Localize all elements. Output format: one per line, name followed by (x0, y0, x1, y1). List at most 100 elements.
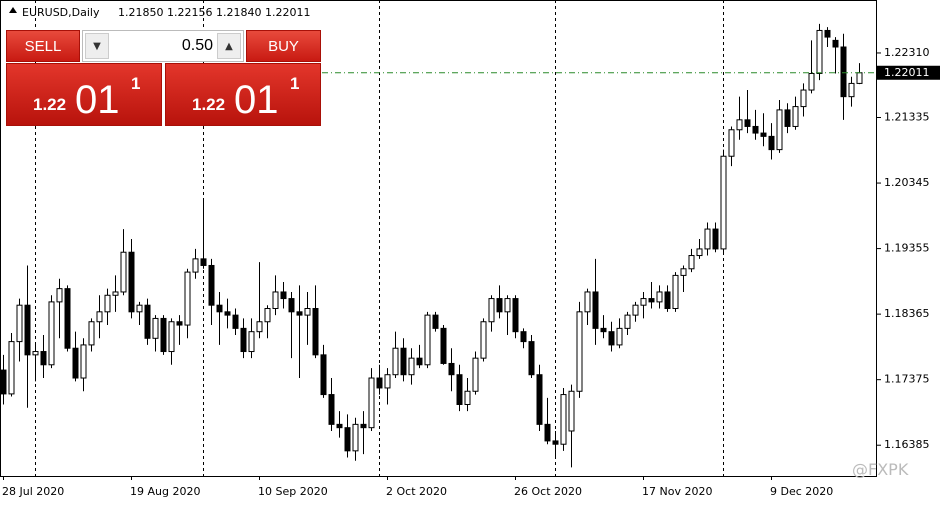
candle-body (512, 298, 519, 333)
x-tick-label: 17 Nov 2020 (642, 485, 712, 498)
candle-body (696, 248, 703, 257)
candle-body (408, 357, 415, 376)
candle-body (80, 344, 87, 379)
candle-body (40, 351, 47, 366)
x-tick-label: 28 Jul 2020 (2, 485, 64, 498)
candle-body (224, 311, 231, 316)
candle-body (680, 268, 687, 276)
candle-body (608, 331, 615, 346)
candle-body (392, 347, 399, 376)
price-tag-label: 1.22011 (884, 66, 930, 79)
y-tick-label: 1.22310 (884, 46, 930, 59)
candle-body (304, 308, 311, 316)
candle-body (280, 291, 287, 300)
candle-body (168, 321, 175, 353)
candle-body (824, 29, 831, 38)
candle-body (368, 377, 375, 429)
trade-panel: SELL ▼ 0.50 ▲ BUY 1.22 01 1 1.22 01 1 (6, 30, 321, 126)
buy-button[interactable]: BUY (246, 30, 321, 62)
candle-body (816, 29, 823, 74)
lot-control: ▼ 0.50 ▲ (82, 30, 244, 62)
x-tick-label: 2 Oct 2020 (386, 485, 447, 498)
candle-body (232, 314, 239, 329)
candle-body (664, 291, 671, 310)
candle-body (200, 258, 207, 266)
candle-body (216, 304, 223, 313)
candle-body (0, 369, 7, 395)
candle-body (160, 317, 167, 353)
candle-body (776, 109, 783, 151)
ohlc-header: 1.21850 1.22156 1.21840 1.22011 (118, 6, 310, 19)
candle-body (440, 327, 447, 364)
candles (0, 23, 863, 468)
candle-body (728, 129, 735, 157)
candle-body (520, 331, 527, 343)
candle-body (712, 228, 719, 250)
candle-body (528, 341, 535, 376)
candle-body (552, 440, 559, 445)
candle-body (496, 298, 503, 313)
candle-body (64, 288, 71, 349)
candle-body (800, 89, 807, 108)
lot-down[interactable]: ▼ (85, 33, 109, 59)
candle-body (760, 132, 767, 137)
x-tick-label: 10 Sep 2020 (258, 485, 328, 498)
candle-body (672, 274, 679, 310)
candle-body (208, 264, 215, 306)
candle-body (120, 251, 127, 293)
candle-body (248, 331, 255, 353)
collapse-icon[interactable] (9, 7, 17, 13)
candle-body (336, 423, 343, 429)
candle-body (624, 314, 631, 329)
candle-body (112, 291, 119, 296)
candle-body (856, 72, 863, 84)
quote-pips: 01 (75, 78, 120, 122)
candle-body (560, 394, 567, 445)
candle-body (488, 298, 495, 323)
candle-body (448, 362, 455, 376)
y-tick-label: 1.17375 (884, 373, 930, 386)
candle-body (464, 390, 471, 406)
lot-value[interactable]: 0.50 (181, 37, 213, 54)
candle-body (632, 304, 639, 316)
candle-body (648, 298, 655, 303)
candle-body (720, 155, 727, 250)
y-tick-label: 1.20345 (884, 176, 930, 189)
candle-body (768, 135, 775, 151)
candle-body (688, 255, 695, 270)
candle-body (296, 311, 303, 316)
candle-body (144, 304, 151, 339)
candle-body (400, 347, 407, 376)
candle-body (104, 294, 111, 313)
candle-body (184, 271, 191, 326)
candle-body (432, 314, 439, 329)
price-tag (877, 65, 940, 80)
candle-body (32, 351, 39, 356)
y-tick-label: 1.18365 (884, 307, 930, 320)
lot-up[interactable]: ▲ (217, 33, 241, 59)
quote-big: 1.22 (192, 95, 226, 114)
quote-point: 1 (131, 74, 141, 93)
candle-body (376, 377, 383, 389)
buy-quote[interactable]: 1.22 01 1 (165, 63, 321, 126)
candle-body (480, 321, 487, 359)
candle-body (264, 308, 271, 323)
candle-body (16, 304, 23, 343)
candle-body (592, 291, 599, 329)
candle-body (240, 327, 247, 353)
candle-body (808, 72, 815, 91)
candle-body (192, 258, 199, 273)
sell-button[interactable]: SELL (6, 30, 80, 62)
candle-body (832, 39, 839, 48)
y-tick-label: 1.19355 (884, 242, 930, 255)
candle-body (288, 298, 295, 313)
candle-body (272, 291, 279, 310)
candle-body (56, 288, 63, 303)
symbol: EURUSD,Daily (22, 6, 100, 19)
candle-body (128, 251, 135, 313)
candle-body (544, 423, 551, 442)
y-tick-label: 1.16385 (884, 438, 930, 451)
candle-body (48, 301, 55, 366)
sell-quote[interactable]: 1.22 01 1 (6, 63, 162, 126)
